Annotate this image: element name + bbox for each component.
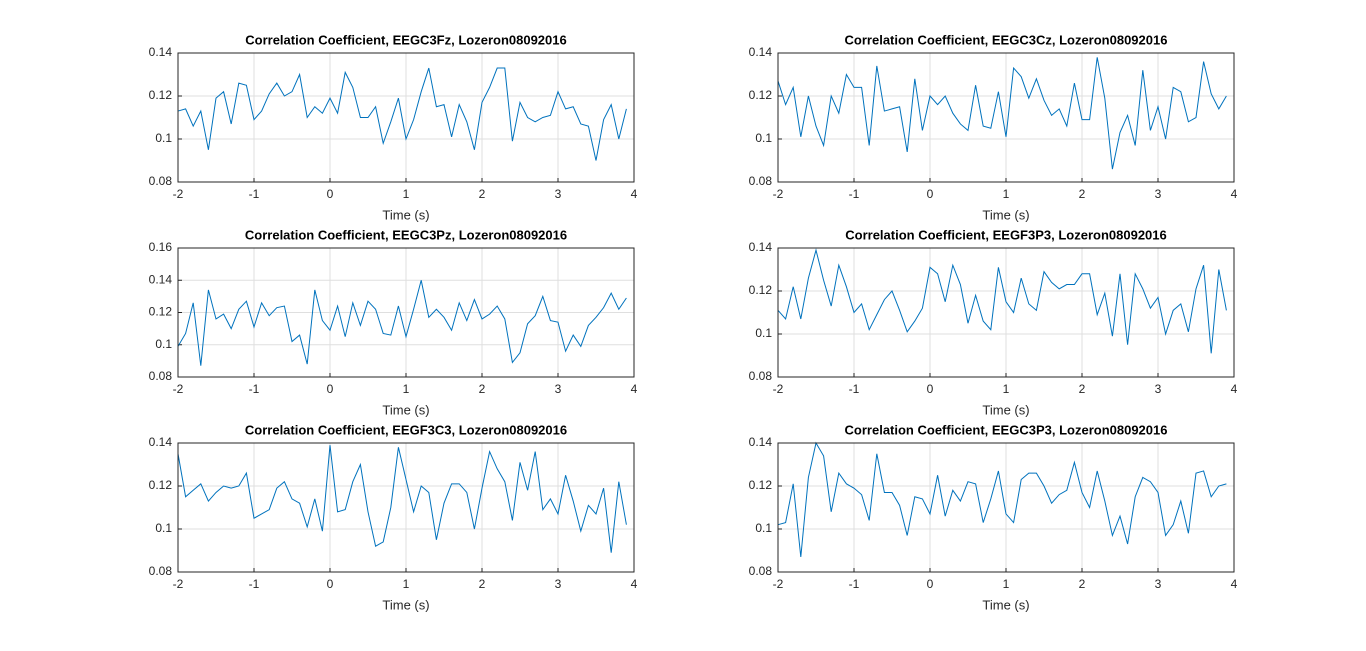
x-tick-label: 2 [1079,577,1086,591]
y-tick-label: 0.14 [749,45,773,59]
x-tick-label: 4 [1231,382,1238,396]
chart-title: Correlation Coefficient, EEGC3Cz, Lozero… [845,32,1168,47]
x-tick-label: 2 [479,382,486,396]
x-tick-label: -2 [173,187,184,201]
x-tick-label: 3 [1155,382,1162,396]
x-tick-label: 1 [1003,187,1010,201]
x-axis-label: Time (s) [982,597,1029,612]
axes-box [177,442,635,573]
x-tick-label: 0 [927,382,934,396]
x-tick-label: 0 [327,577,334,591]
x-tick-label: -2 [173,382,184,396]
x-tick-label: 2 [479,577,486,591]
chart-title: Correlation Coefficient, EEGC3Pz, Lozero… [245,227,567,242]
x-tick-label: 3 [555,577,562,591]
y-tick-label: 0.12 [749,478,773,492]
axes-box [777,52,1235,183]
axes-box [177,247,635,378]
y-tick-label: 0.14 [149,45,173,59]
y-tick-label: 0.14 [749,435,773,449]
x-tick-label: 3 [1155,187,1162,201]
y-tick-label: 0.08 [149,369,173,383]
y-tick-label: 0.1 [155,521,172,535]
y-tick-label: 0.16 [149,240,173,254]
x-axis-label: Time (s) [382,597,429,612]
x-tick-label: -1 [849,382,860,396]
x-tick-label: 4 [631,382,638,396]
y-tick-label: 0.14 [149,435,173,449]
x-tick-label: 0 [327,187,334,201]
x-tick-label: 0 [927,577,934,591]
y-tick-label: 0.08 [149,564,173,578]
data-line [777,441,1227,558]
data-line [177,67,627,161]
data-line [177,445,627,553]
x-tick-label: 0 [927,187,934,201]
x-tick-label: -2 [773,187,784,201]
x-tick-label: 1 [1003,577,1010,591]
x-tick-label: 3 [555,187,562,201]
y-tick-label: 0.14 [749,240,773,254]
y-tick-label: 0.12 [149,88,173,102]
y-tick-label: 0.1 [755,326,772,340]
x-tick-label: 2 [1079,187,1086,201]
y-tick-label: 0.08 [749,174,773,188]
y-tick-label: 0.1 [755,521,772,535]
y-tick-label: 0.1 [155,131,172,145]
x-tick-label: -1 [849,577,860,591]
x-tick-label: -2 [773,382,784,396]
x-tick-label: -1 [849,187,860,201]
x-tick-label: 1 [403,382,410,396]
x-tick-label: -2 [773,577,784,591]
data-line [777,57,1227,170]
chart-title: Correlation Coefficient, EEGC3P3, Lozero… [845,422,1168,437]
y-tick-label: 0.1 [155,337,172,351]
x-axis-label: Time (s) [982,402,1029,417]
x-tick-label: 2 [1079,382,1086,396]
x-tick-label: -1 [249,382,260,396]
y-tick-label: 0.14 [149,272,173,286]
x-tick-label: 3 [1155,577,1162,591]
x-tick-label: 4 [631,187,638,201]
data-line [177,280,627,366]
x-axis-label: Time (s) [382,402,429,417]
data-line [777,248,1227,354]
chart-title: Correlation Coefficient, EEGC3Fz, Lozero… [245,32,566,47]
chart-title: Correlation Coefficient, EEGF3C3, Lozero… [245,422,567,437]
y-tick-label: 0.08 [749,564,773,578]
x-tick-label: 3 [555,382,562,396]
x-tick-label: -2 [173,577,184,591]
x-axis-label: Time (s) [382,207,429,222]
axes-box [777,442,1235,573]
x-tick-label: 4 [1231,187,1238,201]
y-tick-label: 0.12 [749,88,773,102]
y-tick-label: 0.1 [755,131,772,145]
x-tick-label: 0 [327,382,334,396]
x-tick-label: 1 [403,187,410,201]
axes-box [177,52,635,183]
chart-title: Correlation Coefficient, EEGF3P3, Lozero… [845,227,1167,242]
x-tick-label: 1 [1003,382,1010,396]
y-tick-label: 0.08 [149,174,173,188]
x-tick-label: 4 [631,577,638,591]
y-tick-label: 0.12 [149,478,173,492]
x-tick-label: 4 [1231,577,1238,591]
x-tick-label: 1 [403,577,410,591]
axes-box [777,247,1235,378]
y-tick-label: 0.12 [149,305,173,319]
x-axis-label: Time (s) [982,207,1029,222]
y-tick-label: 0.12 [749,283,773,297]
x-tick-label: 2 [479,187,486,201]
y-tick-label: 0.08 [749,369,773,383]
x-tick-label: -1 [249,577,260,591]
x-tick-label: -1 [249,187,260,201]
